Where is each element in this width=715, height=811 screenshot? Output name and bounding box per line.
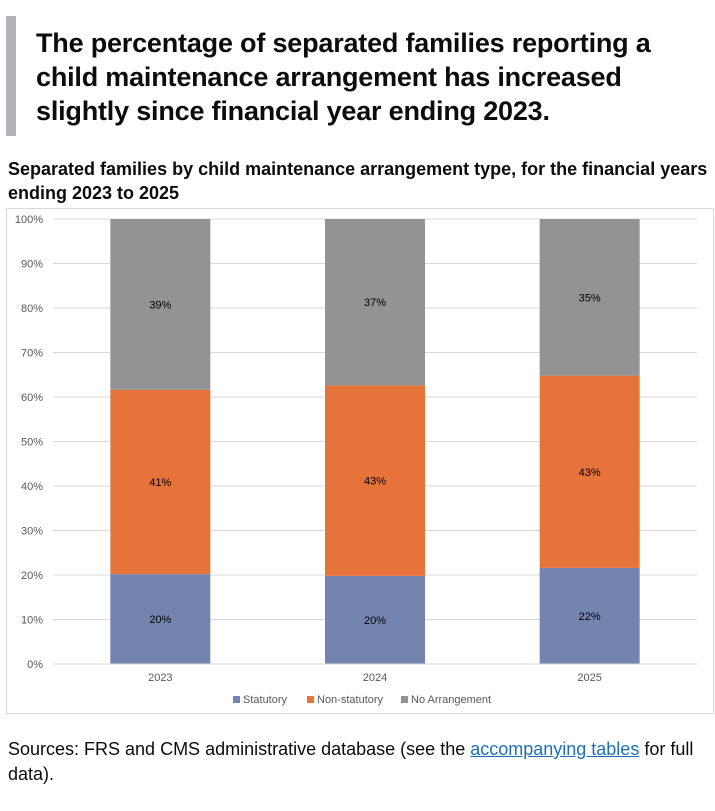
legend-swatch <box>307 696 314 703</box>
data-label: 43% <box>364 476 386 488</box>
data-label: 43% <box>579 467 601 479</box>
bar-segment <box>325 575 425 664</box>
y-tick-label: 50% <box>21 437 43 449</box>
legend-swatch <box>401 696 408 703</box>
stacked-bar-chart: 0% 10% 20% 30% 40% 50% 60% 70% 80% 90% 100% 20% 41% 3… <box>15 214 697 706</box>
x-tick-label: 2025 <box>577 672 601 684</box>
bar-segment <box>539 219 640 376</box>
x-tick-label: 2024 <box>363 672 387 684</box>
callout-heading: The percentage of separated families rep… <box>36 28 651 126</box>
data-label: 35% <box>579 292 601 304</box>
y-tick-label: 60% <box>21 392 43 404</box>
legend-label: Statutory <box>243 694 288 706</box>
legend-swatch <box>233 696 240 703</box>
y-tick-label: 10% <box>21 615 43 627</box>
data-label: 39% <box>149 299 171 311</box>
y-tick-label: 40% <box>21 481 43 493</box>
data-label: 22% <box>579 611 601 623</box>
sources-note: Sources: FRS and CMS administrative data… <box>8 737 708 787</box>
x-tick-label: 2023 <box>148 672 172 684</box>
bar-segment <box>539 567 640 664</box>
callout-border <box>6 16 16 136</box>
y-tick-label: 30% <box>21 526 43 538</box>
bar-segment <box>110 219 211 390</box>
legend-label: No Arrangement <box>411 694 491 706</box>
bar-segment <box>539 375 640 568</box>
y-tick-label: 80% <box>21 303 43 315</box>
bar-segment <box>110 389 211 575</box>
data-label: 20% <box>364 615 386 627</box>
data-label: 20% <box>149 614 171 626</box>
chart-title: Separated families by child maintenance … <box>8 159 708 203</box>
sources-text-prefix: Sources: FRS and CMS administrative data… <box>8 739 471 759</box>
bar-segment <box>110 574 211 664</box>
data-label: 41% <box>149 477 171 489</box>
y-tick-label: 100% <box>15 214 43 226</box>
accompanying-tables-link[interactable]: accompanying tables <box>470 739 640 759</box>
bar-segment <box>325 219 425 386</box>
key-finding-callout: The percentage of separated families rep… <box>6 16 706 136</box>
y-tick-label: 0% <box>27 659 43 671</box>
chart-container: 0% 10% 20% 30% 40% 50% 60% 70% 80% 90% 100% 20% 41% 3… <box>6 208 714 714</box>
y-tick-label: 70% <box>21 348 43 360</box>
y-tick-label: 90% <box>21 259 43 271</box>
bar-segment <box>325 385 425 576</box>
legend-label: Non-statutory <box>317 694 384 706</box>
sources-text-suffix: for full data). <box>8 739 694 784</box>
y-tick-label: 20% <box>21 570 43 582</box>
data-label: 37% <box>364 297 386 309</box>
